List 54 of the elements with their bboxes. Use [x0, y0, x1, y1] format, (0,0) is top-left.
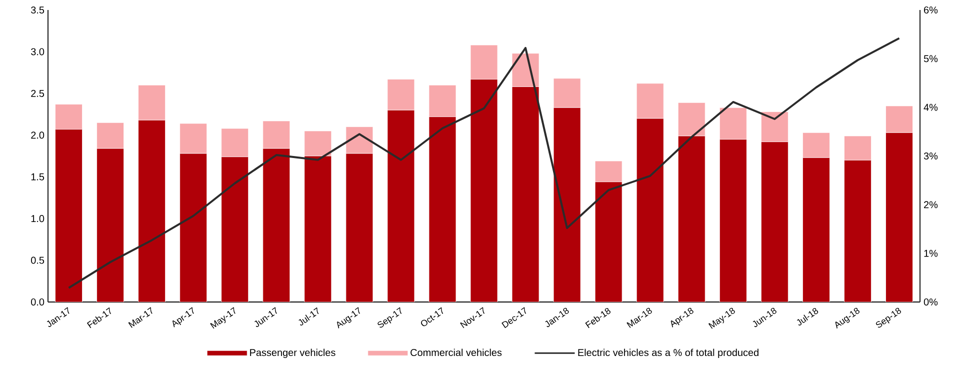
- bar: [719, 107, 747, 140]
- bar: [387, 110, 415, 302]
- bar: [428, 116, 456, 302]
- bar: [138, 84, 166, 120]
- bar: [802, 132, 830, 158]
- bar: [262, 148, 290, 302]
- y2-tick-label: 2%: [924, 201, 938, 208]
- bar: [512, 86, 540, 302]
- line-series: [68, 37, 900, 289]
- y-tick-label: 0.5: [31, 256, 44, 264]
- bar: [180, 123, 208, 154]
- bar: [636, 118, 664, 302]
- bar: [138, 120, 166, 302]
- legend-label: Passenger vehicles: [250, 348, 336, 358]
- bar: [844, 160, 872, 302]
- y2-tick-label: 5%: [924, 55, 938, 62]
- bar: [594, 182, 622, 302]
- bar: [553, 107, 581, 302]
- bar: [262, 120, 290, 149]
- y-tick-label: 2.0: [31, 132, 44, 139]
- bar: [180, 153, 208, 302]
- y-tick-label: 0.0: [31, 298, 44, 306]
- bar: [304, 130, 332, 156]
- bar: [678, 136, 706, 302]
- bar: [470, 79, 498, 302]
- y-tick-label: 1.5: [31, 173, 44, 180]
- bar: [221, 128, 249, 158]
- bar: [760, 112, 788, 142]
- y-tick-label: 1.0: [31, 215, 44, 222]
- legend-label: Electric vehicles as a % of total produced: [578, 348, 758, 358]
- bar: [96, 122, 124, 149]
- bar: [221, 156, 249, 302]
- y-tick-label: 2.5: [31, 90, 44, 97]
- bar: [428, 84, 456, 117]
- y2-tick-label: 0%: [924, 298, 938, 306]
- bar: [594, 160, 622, 182]
- y2-tick-label: 3%: [924, 152, 938, 160]
- y2-tick-label: 4%: [924, 104, 938, 111]
- bar: [304, 156, 332, 302]
- bar: [760, 142, 788, 302]
- bar: [55, 129, 82, 302]
- y2-tick-label: 6%: [924, 6, 938, 14]
- bar: [719, 139, 747, 302]
- bar: [636, 83, 664, 119]
- y-tick-label: 3.5: [31, 6, 44, 14]
- bar: [802, 157, 830, 302]
- bar: [886, 132, 913, 302]
- bar: [346, 153, 374, 302]
- bar: [96, 148, 124, 302]
- legend-label: Commercial vehicles: [410, 348, 502, 356]
- bar: [844, 136, 872, 160]
- y-tick-label: 3.0: [31, 48, 44, 56]
- bar: [678, 102, 706, 136]
- y2-tick-label: 1%: [924, 250, 938, 257]
